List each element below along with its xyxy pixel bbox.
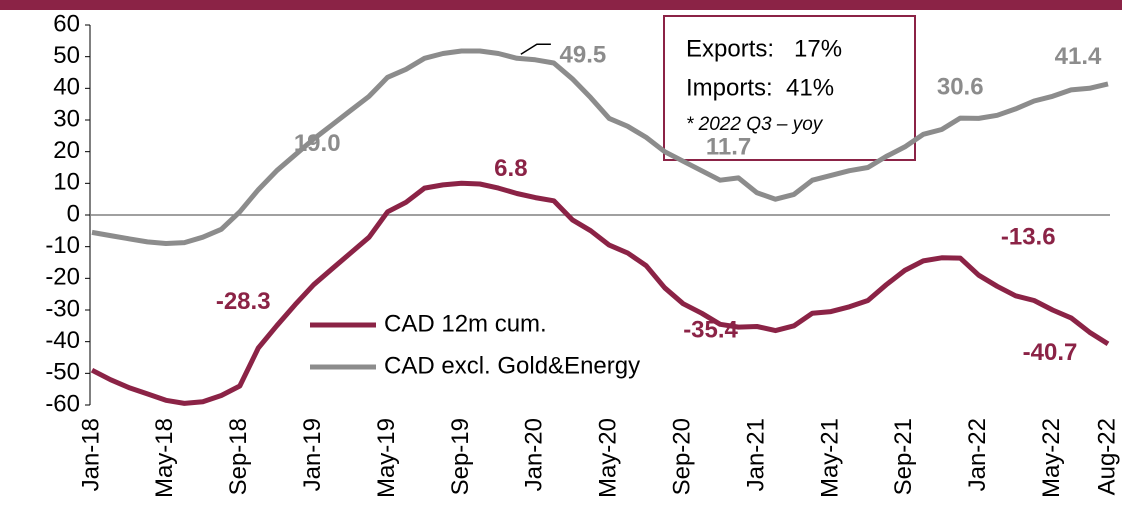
y-tick-label: 10	[53, 169, 80, 196]
y-tick-label: 60	[53, 10, 80, 37]
note: Exports: 17%	[686, 35, 842, 62]
x-tick-label: Jan-20	[521, 418, 548, 491]
y-tick-label: -50	[45, 359, 80, 386]
legend-label: CAD 12m cum.	[384, 310, 547, 337]
data-label: -40.7	[1023, 339, 1078, 366]
y-tick-label: 0	[67, 200, 80, 227]
data-label: 19.0	[294, 130, 341, 157]
y-tick-label: 20	[53, 137, 80, 164]
y-tick-label: 50	[53, 42, 80, 69]
note: * 2022 Q3 – yoy	[686, 114, 824, 135]
x-tick-label: Jan-19	[299, 418, 326, 491]
x-tick-label: May-18	[151, 418, 178, 498]
y-tick-label: -10	[45, 232, 80, 259]
y-tick-label: -20	[45, 264, 80, 291]
x-tick-label: Aug-22	[1093, 418, 1120, 495]
y-tick-label: -30	[45, 295, 80, 322]
data-label: -28.3	[216, 288, 271, 315]
x-tick-label: Sep-18	[225, 418, 252, 495]
series-line	[91, 48, 1109, 246]
y-tick-label: -60	[45, 390, 80, 417]
y-tick-label: 30	[53, 105, 80, 132]
x-tick-label: May-21	[816, 418, 843, 498]
x-tick-label: May-19	[373, 418, 400, 498]
data-label: -35.4	[683, 316, 738, 343]
series-line	[90, 180, 1110, 406]
x-tick-label: Jan-21	[742, 418, 769, 491]
data-label: 41.4	[1055, 43, 1102, 70]
data-label: 6.8	[494, 155, 527, 182]
data-label: 49.5	[560, 42, 607, 69]
legend-label: CAD excl. Gold&Energy	[384, 352, 640, 379]
note-box	[663, 15, 916, 161]
x-tick-label: Sep-21	[890, 418, 917, 495]
leader-line	[520, 43, 551, 55]
x-tick-label: Sep-19	[447, 418, 474, 495]
x-tick-label: Jan-18	[77, 418, 104, 491]
x-tick-label: Jan-22	[964, 418, 991, 491]
x-tick-label: May-20	[595, 418, 622, 498]
y-tick-label: 40	[53, 74, 80, 101]
data-label: 11.7	[706, 133, 751, 160]
y-tick-label: -40	[45, 327, 80, 354]
x-tick-label: Sep-20	[668, 418, 695, 495]
data-label: -13.6	[1001, 223, 1056, 250]
data-label: 30.6	[937, 73, 984, 100]
x-tick-label: May-22	[1038, 418, 1065, 498]
top-bar	[0, 0, 1122, 10]
note: Imports: 41%	[686, 74, 834, 101]
